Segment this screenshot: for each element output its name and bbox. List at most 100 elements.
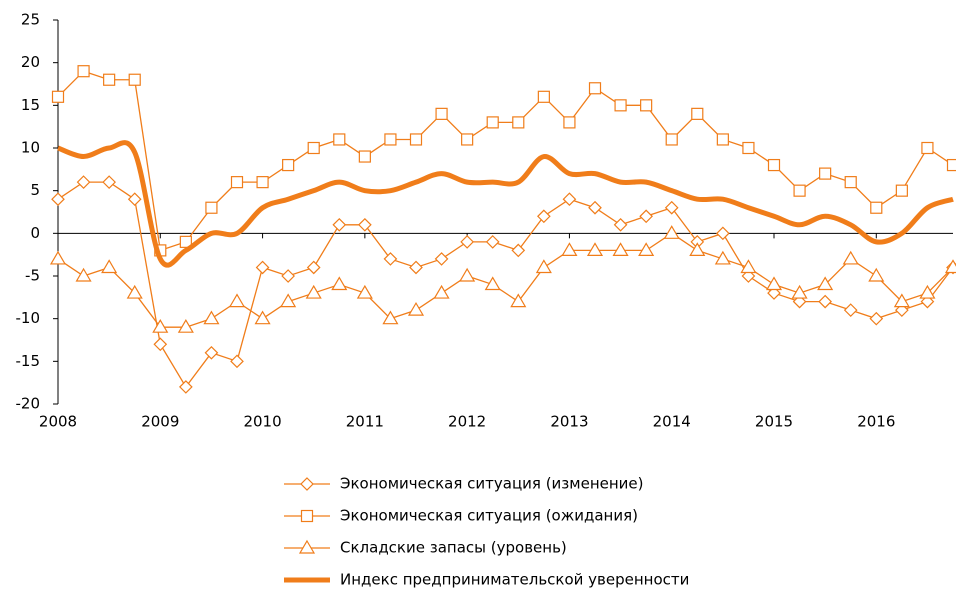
diamond-marker [359, 219, 371, 231]
triangle-marker [102, 260, 116, 272]
diamond-marker [103, 176, 115, 188]
triangle-marker [690, 243, 704, 255]
diamond-marker [180, 381, 192, 393]
square-marker [104, 74, 115, 85]
square-marker [896, 185, 907, 196]
diamond-marker [589, 202, 601, 214]
square-marker [769, 160, 780, 171]
square-marker [590, 83, 601, 94]
square-marker [308, 143, 319, 154]
diamond-marker [410, 261, 422, 273]
series-line [58, 71, 953, 250]
square-marker [717, 134, 728, 145]
square-marker [53, 91, 64, 102]
x-tick-label: 2014 [653, 413, 691, 431]
triangle-marker [51, 252, 65, 264]
diamond-marker [717, 227, 729, 239]
diamond-marker [563, 193, 575, 205]
diamond-marker [461, 236, 473, 248]
square-marker [743, 143, 754, 154]
diamond-marker [301, 478, 313, 490]
diamond-marker [666, 202, 678, 214]
diamond-marker [282, 270, 294, 282]
y-tick-label: 5 [30, 181, 40, 199]
square-marker [206, 202, 217, 213]
square-marker [411, 134, 422, 145]
x-tick-label: 2016 [857, 413, 895, 431]
square-marker [302, 511, 313, 522]
diamond-marker [538, 210, 550, 222]
square-marker [257, 177, 268, 188]
y-tick-label: -10 [16, 309, 41, 327]
x-tick-label: 2011 [346, 413, 384, 431]
x-tick-label: 2013 [550, 413, 588, 431]
square-marker [666, 134, 677, 145]
square-marker [359, 151, 370, 162]
triangle-marker [665, 226, 679, 238]
diamond-marker [819, 296, 831, 308]
square-marker [948, 160, 956, 171]
square-marker [692, 108, 703, 119]
triangle-marker [639, 243, 653, 255]
square-marker [794, 185, 805, 196]
y-tick-label: -15 [16, 352, 41, 370]
square-marker [513, 117, 524, 128]
triangle-marker [153, 320, 167, 332]
diamond-marker [129, 193, 141, 205]
y-tick-label: 10 [21, 139, 40, 157]
diamond-marker [308, 261, 320, 273]
y-tick-label: 25 [21, 11, 40, 29]
diamond-marker [78, 176, 90, 188]
square-marker [334, 134, 345, 145]
square-marker [820, 168, 831, 179]
square-marker [78, 66, 89, 77]
triangle-marker [256, 312, 270, 324]
square-marker [845, 177, 856, 188]
x-tick-label: 2008 [39, 413, 77, 431]
triangle-marker [332, 278, 346, 290]
triangle-marker [511, 295, 525, 307]
triangle-marker [767, 278, 781, 290]
square-marker [283, 160, 294, 171]
square-marker [615, 100, 626, 111]
y-tick-label: 20 [21, 53, 40, 71]
square-marker [564, 117, 575, 128]
x-tick-label: 2015 [755, 413, 793, 431]
diamond-marker [52, 193, 64, 205]
diamond-marker [640, 210, 652, 222]
y-tick-label: 15 [21, 96, 40, 114]
square-marker [487, 117, 498, 128]
diamond-marker [436, 253, 448, 265]
diamond-marker [333, 219, 345, 231]
triangle-marker [409, 303, 423, 315]
square-marker [436, 108, 447, 119]
legend-label: Индекс предпринимательской уверенности [340, 571, 689, 589]
triangle-marker [869, 269, 883, 281]
series-line [58, 182, 953, 387]
x-tick-label: 2010 [243, 413, 281, 431]
square-marker [129, 74, 140, 85]
square-marker [641, 100, 652, 111]
legend-label: Складские запасы (уровень) [340, 539, 567, 557]
square-marker [232, 177, 243, 188]
legend-label: Экономическая ситуация (изменение) [340, 475, 644, 493]
triangle-marker [435, 286, 449, 298]
square-marker [538, 91, 549, 102]
diamond-marker [615, 219, 627, 231]
diamond-marker [487, 236, 499, 248]
triangle-marker [537, 260, 551, 272]
square-marker [922, 143, 933, 154]
y-tick-label: -5 [25, 267, 40, 285]
triangle-marker [300, 541, 314, 553]
triangle-marker [230, 295, 244, 307]
diamond-marker [205, 347, 217, 359]
legend-label: Экономическая ситуация (ожидания) [340, 507, 638, 525]
diamond-marker [870, 313, 882, 325]
diamond-marker [512, 244, 524, 256]
square-marker [871, 202, 882, 213]
triangle-marker [588, 243, 602, 255]
triangle-marker [562, 243, 576, 255]
triangle-marker [204, 312, 218, 324]
square-marker [385, 134, 396, 145]
